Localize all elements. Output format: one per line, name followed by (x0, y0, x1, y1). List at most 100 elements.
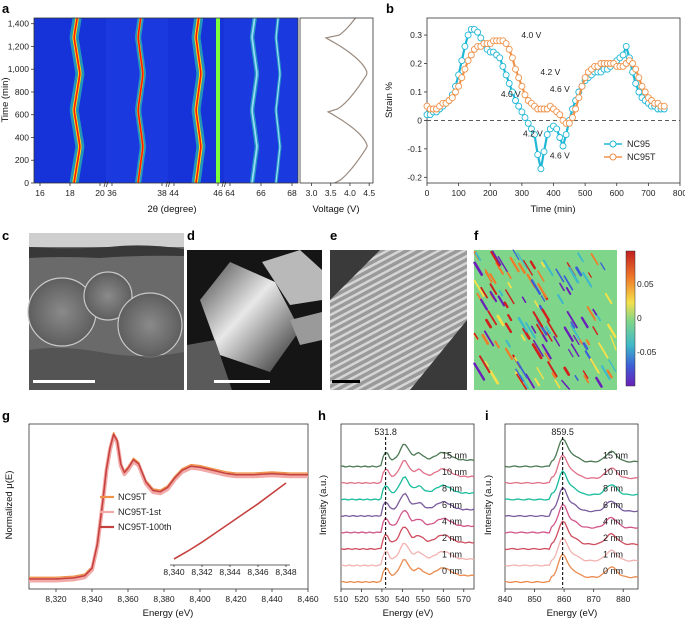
axis-break-2: // (166, 179, 171, 189)
strain-streak-79 (487, 310, 498, 326)
strain-streak-34 (541, 343, 552, 360)
h-x-tick-label-1: 520 (354, 594, 368, 604)
h-x-tick-label-4: 550 (416, 594, 430, 604)
strain-streak-83 (583, 374, 590, 384)
xanes-axis-ticks: 8,320 8,340 8,360 8,380 8,400 8,420 8,440 8,460 (45, 589, 319, 604)
strain-point-NC95T-30 (518, 82, 526, 90)
h-spectrum-1 (340, 542, 475, 567)
strain-streak-122 (489, 273, 497, 285)
strain-point-NC95-11 (458, 57, 466, 65)
strain-x-tick-label-1: 100 (452, 188, 466, 198)
strain-point-NC95-63 (622, 42, 630, 50)
strain-streak-81 (541, 308, 551, 322)
strain-y-tick-label-3: 0.1 (410, 87, 422, 97)
theta-tick-label-0-0: 16 (35, 188, 45, 198)
inset-tick-label-3: 8,346 (247, 567, 269, 577)
strain-y-tick-label-1: -0.1 (407, 144, 422, 154)
strain-point-NC95-62 (619, 51, 627, 59)
xanes-series (29, 432, 308, 583)
i-depth-label-7: 15 nm (603, 451, 628, 461)
o-k-edge-axis-ticks: 510 520 530 540 550 560 570 (334, 589, 471, 604)
time-tick-label-7: 1,400 (8, 19, 30, 29)
strain-point-NC95T-69 (641, 88, 649, 96)
strain-point-NC95-30 (518, 108, 526, 116)
strain-point-NC95-38 (543, 131, 551, 139)
strain-streak-47 (503, 301, 509, 309)
strain-point-NC95-28 (512, 97, 519, 104)
h-depth-label-5: 8 nm (442, 484, 462, 494)
strain-streak-63 (544, 325, 552, 335)
strain-point-NC95T-10 (455, 82, 463, 90)
theta-tick-label-0-2: 20 (95, 188, 105, 198)
ni-l-edge-series: 0 nm 1 nm 2 nm 4 nm 6 nm 8 nm 10 nm 15 nm 859.5 (504, 427, 639, 588)
strain-streak-22 (587, 272, 592, 278)
strain-streak-52 (554, 379, 561, 389)
panel-d-tem-image (187, 250, 322, 390)
xanes-inset: 8,340 8,342 8,344 8,346 8,348 (163, 482, 297, 577)
h-depth-label-3: 4 nm (442, 517, 462, 527)
voltage-tick-label-3: 4.5 (363, 188, 375, 198)
strain-streak-20 (582, 370, 589, 379)
panel-g: 8,320 8,340 8,360 8,380 8,400 8,420 8,440 8,460… (4, 423, 319, 619)
strain-streak-72 (546, 320, 558, 338)
xanes-legend-label-1: NC95T-1st (118, 507, 162, 517)
strain-point-NC95T-9 (452, 88, 459, 96)
panel-i: 840 850 860 870 880 0 nm 1 nm 2 nm 4 nm 6 nm 8 nm… (483, 423, 639, 619)
strain-streak-38 (480, 298, 489, 311)
strain-streak-128 (582, 342, 589, 351)
h-depth-label-2: 2 nm (442, 533, 462, 543)
strain-streak-40 (516, 252, 528, 270)
strain-streak-14 (575, 266, 583, 277)
panel-g-ylabel: Normalized μ(E) (4, 471, 15, 540)
xrd-segment-0 (34, 18, 106, 183)
strain-streak-67 (473, 362, 486, 381)
strain-streak-23 (547, 361, 558, 378)
panel-label-h: h (318, 408, 326, 423)
strain-streak-89 (573, 334, 580, 345)
strain-series (423, 25, 668, 173)
strain-point-NC95T-28 (512, 65, 519, 73)
h-spectrum-0 (340, 559, 475, 584)
h-depth-label-0: 0 nm (442, 566, 462, 576)
voltage-tick-label-0: 3.0 (306, 188, 318, 198)
strain-streak-119 (585, 339, 591, 346)
xrd-peak-core-1 (137, 17, 144, 184)
strain-streak-95 (515, 368, 524, 382)
xanes-x-tick-label-7: 8,460 (297, 594, 319, 604)
voltage-annotation-2: 4.6 V (550, 84, 570, 94)
strain-streak-123 (473, 279, 485, 297)
strain-line-NC95 (427, 28, 665, 170)
i-depth-label-5: 8 nm (603, 484, 623, 494)
xanes-x-tick-label-5: 8,420 (225, 594, 247, 604)
strain-point-NC95-35 (534, 151, 542, 159)
i-depth-label-3: 4 nm (603, 517, 623, 527)
h-spectrum-2 (340, 526, 474, 551)
i-x-tick-label-2: 860 (557, 594, 571, 604)
colorbar-tick-2: -0.05 (637, 347, 657, 357)
strain-point-NC95T-25 (502, 40, 510, 48)
theta-tick-label-3-0: 64 (225, 188, 235, 198)
h-x-tick-label-6: 570 (457, 594, 471, 604)
voltage-annotation-3: 4.0 V (501, 89, 521, 99)
strain-streak-104 (534, 300, 540, 308)
strain-streak-139 (490, 251, 501, 267)
inset-tick-label-4: 8,348 (275, 567, 297, 577)
panel-label-b: b (386, 1, 394, 16)
strain-x-tick-label-5: 500 (578, 188, 592, 198)
time-tick-label-5: 1,000 (8, 64, 30, 74)
strain-streak-30 (498, 290, 504, 297)
panel-h-ylabel: Intensity (a.u.) (318, 475, 329, 535)
strain-point-NC95-12 (461, 42, 469, 50)
strain-point-NC95-23 (496, 54, 504, 62)
strain-point-NC95-42 (556, 134, 564, 141)
h-spectrum-5 (340, 476, 475, 501)
xanes-legend-label-2: NC95T-100th (118, 522, 172, 532)
strain-streak-4 (497, 256, 509, 273)
theta-tick-label-2-1: 46 (213, 188, 223, 198)
strain-streak-1 (542, 259, 554, 277)
strain-streak-130 (577, 252, 584, 263)
time-axis-ticks: 0 200 400 600 800 1,000 1,200 1,400 (8, 19, 34, 188)
strain-point-NC95-32 (524, 119, 532, 127)
strain-streak-103 (478, 355, 491, 374)
